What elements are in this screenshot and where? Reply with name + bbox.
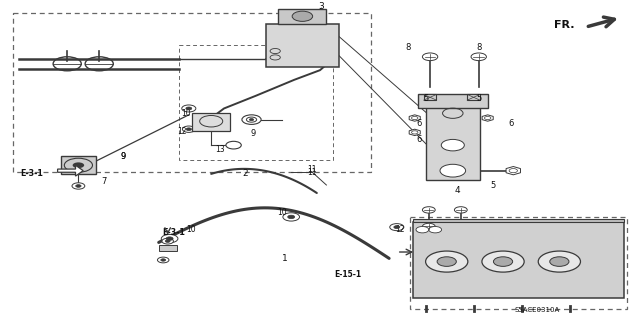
Text: E-3-1: E-3-1 xyxy=(20,169,44,178)
Circle shape xyxy=(440,164,466,177)
Text: S5ACE0310A: S5ACE0310A xyxy=(515,307,560,313)
Polygon shape xyxy=(409,129,420,136)
Circle shape xyxy=(166,237,173,240)
Circle shape xyxy=(422,53,438,61)
Bar xyxy=(13,13,371,172)
Text: 12: 12 xyxy=(395,225,404,234)
Text: 13: 13 xyxy=(215,145,225,154)
Circle shape xyxy=(250,119,253,121)
Text: 5: 5 xyxy=(476,94,481,103)
Circle shape xyxy=(186,107,192,110)
Text: 1: 1 xyxy=(282,254,287,263)
Polygon shape xyxy=(58,165,83,176)
Circle shape xyxy=(182,126,195,132)
Circle shape xyxy=(161,259,166,261)
Text: 8: 8 xyxy=(406,43,411,52)
Text: 14: 14 xyxy=(466,219,475,225)
Text: 11: 11 xyxy=(308,168,317,177)
Circle shape xyxy=(416,226,429,233)
Text: 10: 10 xyxy=(186,225,196,234)
Circle shape xyxy=(76,185,81,187)
Circle shape xyxy=(550,257,569,266)
Text: 9: 9 xyxy=(121,152,126,161)
Bar xyxy=(61,156,96,174)
Circle shape xyxy=(182,105,196,112)
Circle shape xyxy=(72,183,85,189)
Text: 6: 6 xyxy=(417,119,422,128)
Text: 3: 3 xyxy=(319,2,324,11)
Circle shape xyxy=(422,223,435,230)
Circle shape xyxy=(161,234,178,243)
Circle shape xyxy=(283,213,300,221)
Bar xyxy=(426,107,480,180)
Text: 10: 10 xyxy=(276,208,287,217)
Bar xyxy=(159,245,177,251)
Polygon shape xyxy=(506,167,520,175)
Circle shape xyxy=(482,251,524,272)
Text: 2: 2 xyxy=(243,169,248,178)
Circle shape xyxy=(471,53,486,61)
Circle shape xyxy=(442,139,465,151)
Circle shape xyxy=(246,117,257,122)
Bar xyxy=(410,217,627,309)
Text: 8: 8 xyxy=(476,43,481,52)
Text: 11: 11 xyxy=(308,165,317,174)
Text: 9: 9 xyxy=(250,129,255,138)
Bar xyxy=(192,113,230,131)
Text: 12: 12 xyxy=(178,127,187,136)
Bar xyxy=(413,219,624,222)
Circle shape xyxy=(226,141,241,149)
Text: 4: 4 xyxy=(455,186,460,195)
Bar xyxy=(278,9,326,24)
Bar xyxy=(179,45,333,160)
Polygon shape xyxy=(409,115,420,121)
Text: E-3-1: E-3-1 xyxy=(163,228,186,237)
Text: 9: 9 xyxy=(121,152,126,161)
Circle shape xyxy=(242,115,261,124)
Circle shape xyxy=(437,257,456,266)
Bar xyxy=(467,94,480,100)
Circle shape xyxy=(186,128,191,130)
Circle shape xyxy=(165,240,170,242)
Circle shape xyxy=(429,226,442,233)
Circle shape xyxy=(162,238,173,244)
Circle shape xyxy=(493,257,513,266)
Circle shape xyxy=(73,162,84,168)
Polygon shape xyxy=(482,115,493,121)
Text: 6: 6 xyxy=(417,135,422,144)
Text: 14: 14 xyxy=(421,235,430,241)
Bar xyxy=(418,94,488,108)
Circle shape xyxy=(292,11,312,21)
Text: 5: 5 xyxy=(423,94,428,103)
Bar xyxy=(424,94,436,100)
Text: 7: 7 xyxy=(101,177,106,186)
Circle shape xyxy=(394,226,400,229)
Bar xyxy=(266,24,339,67)
Circle shape xyxy=(288,215,294,219)
Circle shape xyxy=(390,224,404,231)
Circle shape xyxy=(426,251,468,272)
Text: 6: 6 xyxy=(508,119,513,128)
Circle shape xyxy=(538,251,580,272)
Text: 10: 10 xyxy=(180,109,191,118)
Bar xyxy=(413,222,624,298)
Text: FR.: FR. xyxy=(554,20,575,30)
Circle shape xyxy=(422,207,435,213)
Text: 14: 14 xyxy=(421,219,430,225)
Circle shape xyxy=(454,207,467,213)
Text: E-15-1: E-15-1 xyxy=(334,271,361,279)
Text: 5: 5 xyxy=(490,181,495,190)
Circle shape xyxy=(157,257,169,263)
